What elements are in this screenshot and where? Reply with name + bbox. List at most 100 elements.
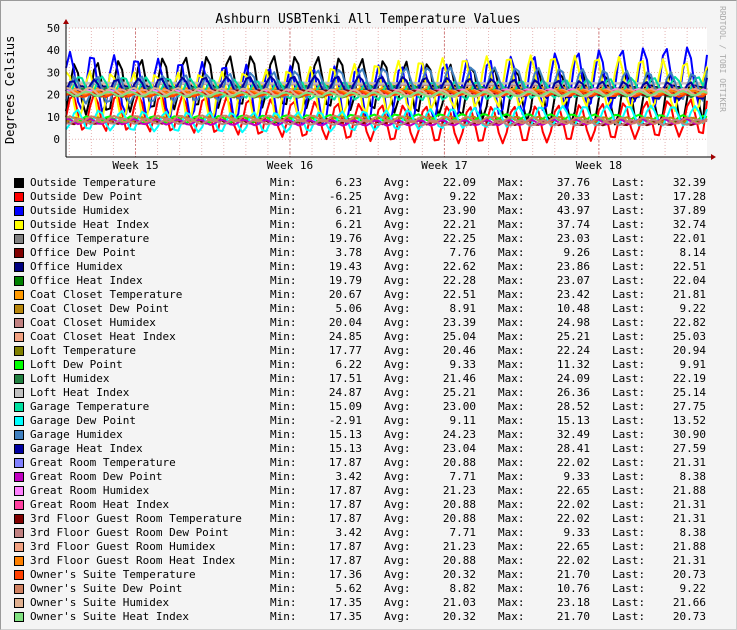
legend-min-label: Min:	[270, 582, 297, 595]
legend-max-value: 15.13	[556, 414, 590, 427]
legend-max-value: 11.32	[556, 358, 590, 371]
legend-entry: Great Room Temperature Min: 17.87 Avg: 20.88…	[14, 456, 714, 470]
y-tick-label: 0	[53, 133, 60, 146]
legend-series-name: Great Room Dew Point	[30, 470, 163, 483]
legend-entry: Office Heat Index Min: 19.79 Avg: 22.28 Max: 2…	[14, 274, 714, 288]
legend-avg-label: Avg:	[384, 330, 411, 343]
legend-last-value: 9.22	[679, 582, 707, 595]
legend-swatch	[14, 290, 24, 300]
legend-swatch	[14, 458, 24, 468]
legend-swatch	[14, 346, 24, 356]
legend-avg-value: 8.91	[449, 302, 477, 315]
legend-entry: Great Room Heat Index Min: 17.87 Avg: 20.88 M…	[14, 498, 714, 512]
legend-min-label: Min:	[270, 610, 297, 623]
legend-min-label: Min:	[270, 344, 297, 357]
legend-entry: Outside Dew Point Min: -6.25 Avg: 9.22 Max: 20…	[14, 190, 714, 204]
legend-max-label: Max:	[498, 498, 525, 511]
legend-avg-label: Avg:	[384, 526, 411, 539]
legend-avg-value: 9.33	[449, 358, 477, 371]
legend-last-value: 21.88	[672, 484, 706, 497]
legend-avg-label: Avg:	[384, 204, 411, 217]
legend-last-label: Last:	[612, 456, 646, 469]
legend-avg-value: 20.32	[442, 610, 476, 623]
legend-series-name: Garage Humidex	[30, 428, 123, 441]
legend-min-value: -6.25	[328, 190, 362, 203]
legend-swatch	[14, 234, 24, 244]
legend-last-label: Last:	[612, 428, 646, 441]
legend-min-value: -2.91	[328, 414, 362, 427]
legend-avg-label: Avg:	[384, 400, 411, 413]
legend-last-value: 20.73	[672, 568, 706, 581]
legend-swatch	[14, 528, 24, 538]
legend-last-label: Last:	[612, 400, 646, 413]
legend-last-label: Last:	[612, 232, 646, 245]
legend-min-label: Min:	[270, 386, 297, 399]
legend-last-label: Last:	[612, 498, 646, 511]
legend-last-label: Last:	[612, 568, 646, 581]
legend-max-label: Max:	[498, 204, 525, 217]
legend-max-value: 10.48	[556, 302, 590, 315]
y-tick-label: 30	[47, 66, 60, 79]
legend-last-value: 17.28	[672, 190, 706, 203]
x-tick-label: Week 15	[112, 159, 158, 172]
series-line	[65, 90, 708, 99]
legend-series-name: Coat Closet Humidex	[30, 316, 156, 329]
legend-last-value: 25.14	[672, 386, 706, 399]
legend-swatch	[14, 178, 24, 188]
legend-max-value: 23.86	[556, 260, 590, 273]
x-axis-arrow	[711, 154, 716, 160]
legend-min-label: Min:	[270, 176, 297, 189]
legend-last-value: 8.14	[679, 246, 707, 259]
legend-min-value: 17.77	[328, 344, 362, 357]
legend-min-value: 15.13	[328, 442, 362, 455]
legend-series-name: Outside Temperature	[30, 176, 156, 189]
legend-min-value: 17.87	[328, 554, 362, 567]
legend-avg-label: Avg:	[384, 484, 411, 497]
legend-max-label: Max:	[498, 582, 525, 595]
legend-max-label: Max:	[498, 428, 525, 441]
legend-min-label: Min:	[270, 400, 297, 413]
legend-avg-value: 22.21	[442, 218, 476, 231]
legend-min-label: Min:	[270, 442, 297, 455]
legend-min-label: Min:	[270, 512, 297, 525]
legend-entry: Garage Dew Point Min: -2.91 Avg: 9.11 Max: 15.…	[14, 414, 714, 428]
legend-avg-value: 7.71	[449, 526, 477, 539]
legend-swatch	[14, 584, 24, 594]
legend-min-label: Min:	[270, 302, 297, 315]
legend-series-name: 3rd Floor Guest Room Temperature	[30, 512, 242, 525]
legend-last-label: Last:	[612, 414, 646, 427]
legend-swatch	[14, 472, 24, 482]
y-axis-label: Degrees Celsius	[3, 35, 17, 144]
legend-last-label: Last:	[612, 610, 646, 623]
legend-swatch	[14, 402, 24, 412]
legend-series-name: Garage Temperature	[30, 400, 150, 413]
y-axis-arrow	[63, 19, 69, 24]
legend-series-name: Office Humidex	[30, 260, 123, 273]
legend-avg-value: 20.88	[442, 512, 476, 525]
legend-swatch	[14, 486, 24, 496]
legend-max-label: Max:	[498, 512, 525, 525]
legend-avg-label: Avg:	[384, 498, 411, 511]
legend-min-label: Min:	[270, 246, 297, 259]
legend-swatch	[14, 514, 24, 524]
legend-min-value: 17.87	[328, 512, 362, 525]
legend-last-value: 22.04	[672, 274, 706, 287]
legend-min-label: Min:	[270, 316, 297, 329]
legend-avg-value: 23.90	[442, 204, 476, 217]
legend-last-label: Last:	[612, 554, 646, 567]
legend-max-label: Max:	[498, 554, 525, 567]
legend-series-name: Outside Humidex	[30, 204, 130, 217]
legend-min-label: Min:	[270, 540, 297, 553]
legend-last-value: 32.74	[672, 218, 706, 231]
legend-series-name: Owner's Suite Heat Index	[30, 610, 189, 623]
legend-last-value: 8.38	[679, 470, 707, 483]
legend-entry: Outside Temperature Min: 6.23 Avg: 22.09 Max:…	[14, 176, 714, 190]
legend-entry: Owner's Suite Humidex Min: 17.35 Avg: 21.03 M…	[14, 596, 714, 610]
legend-max-label: Max:	[498, 274, 525, 287]
legend-swatch	[14, 556, 24, 566]
legend-last-value: 22.01	[672, 232, 706, 245]
x-tick-label: Week 17	[421, 159, 467, 172]
legend-series-name: Owner's Suite Humidex	[30, 596, 170, 609]
legend-series-name: Coat Closet Dew Point	[30, 302, 170, 315]
legend-avg-label: Avg:	[384, 372, 411, 385]
